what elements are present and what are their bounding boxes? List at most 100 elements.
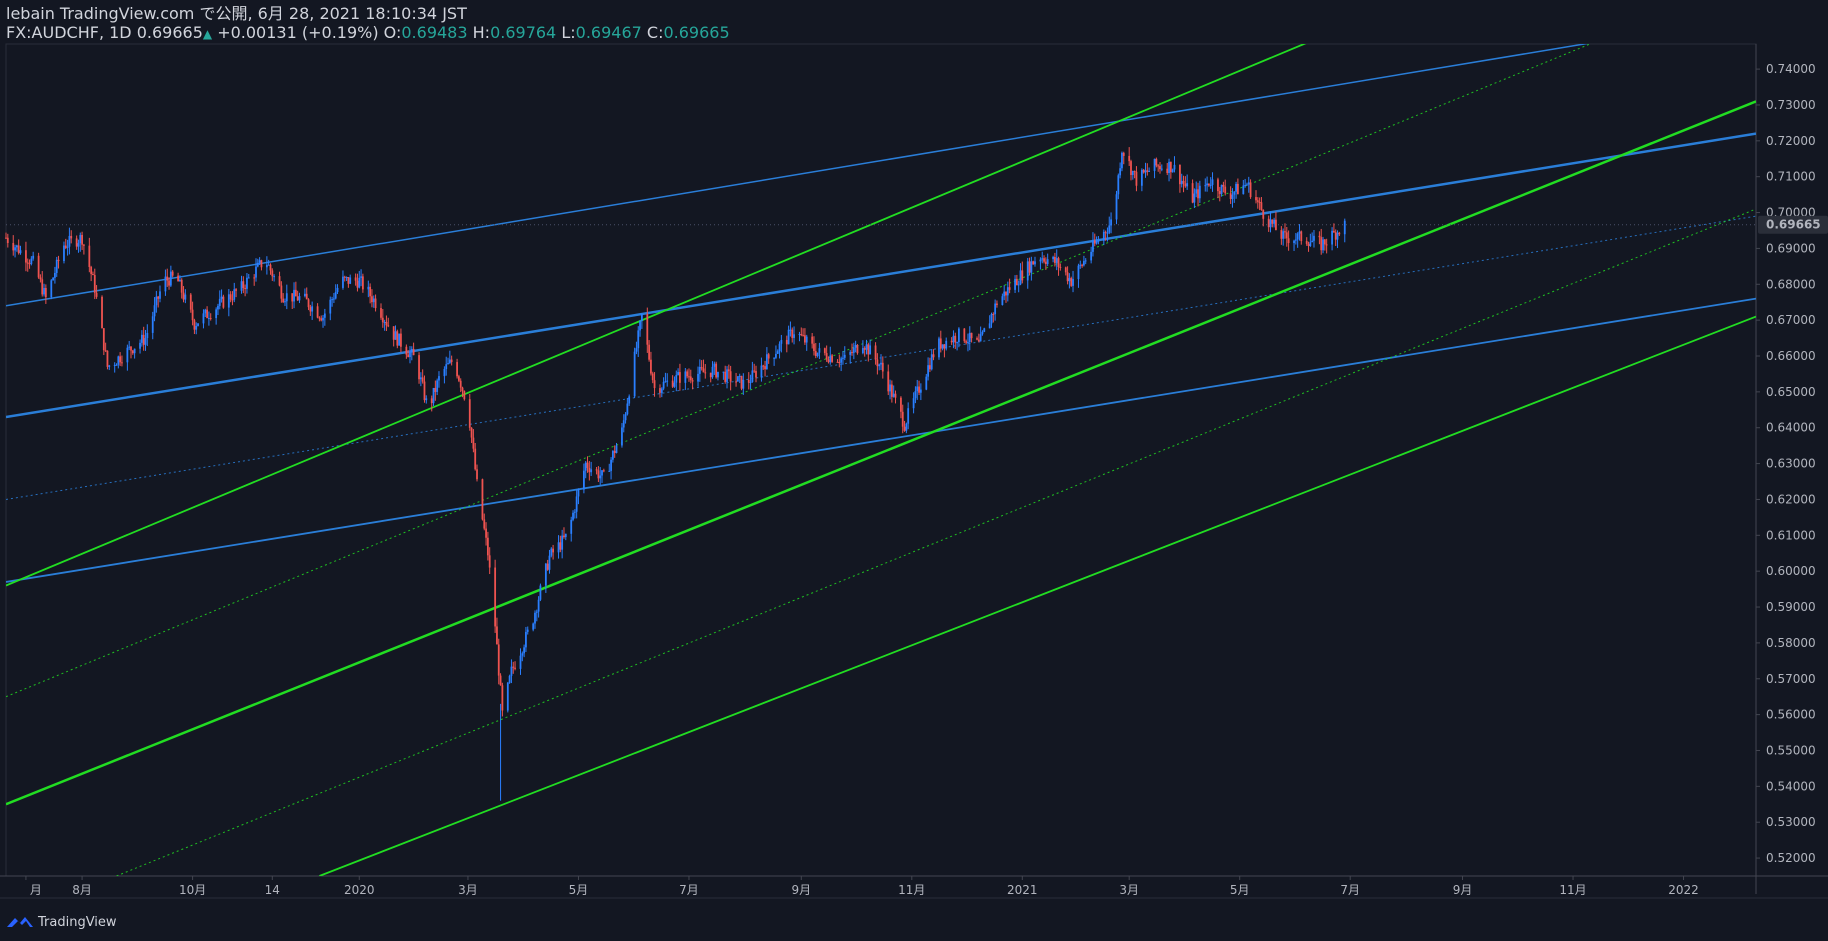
candle-207 [526, 626, 529, 635]
low-label: L: [561, 23, 576, 42]
candle-body [255, 266, 257, 278]
candle-body [1206, 183, 1208, 186]
candle-body [711, 366, 714, 378]
candle-body [44, 287, 47, 298]
candle-body [863, 348, 866, 350]
low-value: 0.69467 [575, 23, 642, 42]
candle-282 [717, 371, 719, 381]
candle-body [945, 340, 948, 349]
candle-78 [202, 309, 205, 329]
candle-body [180, 279, 183, 293]
candle-255 [650, 351, 652, 376]
candle-body [622, 420, 625, 428]
y-tick-label-2: 0.72000 [1766, 134, 1816, 148]
candle-body [749, 381, 752, 383]
candle-body [523, 647, 526, 654]
candle-453 [1153, 158, 1156, 179]
candle-body [704, 372, 707, 374]
candle-body [735, 381, 737, 383]
candle-441 [1121, 151, 1123, 172]
candle-410 [1043, 255, 1045, 264]
candle-417 [1059, 263, 1062, 271]
candle-body [956, 342, 958, 344]
candle-50 [130, 346, 132, 359]
candle-body [405, 346, 408, 355]
candle-460 [1169, 161, 1172, 179]
candle-body [1179, 164, 1181, 185]
x-tick-label-10: 2021 [1007, 883, 1038, 897]
time-axis[interactable]: 月 8月 10月 14 2020 3月 5月 7月 9月 11月 2021 3月 5月 7月 9月 11月 20… [25, 876, 1699, 897]
candle-186 [474, 442, 477, 471]
candle-330 [840, 356, 843, 372]
y-tick-label-5: 0.69000 [1766, 241, 1816, 255]
candle-79 [204, 308, 207, 317]
candle-body [81, 234, 83, 245]
candle-body [1318, 235, 1321, 238]
candle-body [1269, 219, 1272, 228]
candle-51 [131, 349, 134, 355]
candle-360 [916, 379, 919, 400]
candle-496 [1260, 197, 1263, 211]
candle-body [943, 344, 946, 349]
candle-212 [539, 583, 542, 602]
candle-body [354, 277, 357, 281]
candle-277 [704, 364, 707, 379]
candle-193 [494, 559, 497, 633]
candle-body [1236, 183, 1239, 195]
candle-body [780, 339, 783, 344]
candle-321 [816, 352, 819, 358]
candle-243 [621, 423, 623, 448]
candle-452 [1148, 167, 1151, 172]
candle-372 [945, 337, 948, 351]
candle-71 [182, 286, 185, 303]
candle-497 [1262, 209, 1265, 227]
candle-body [751, 370, 754, 382]
candle-37 [95, 285, 98, 299]
candle-251 [639, 319, 641, 337]
candle-body [1148, 170, 1151, 172]
price-axis[interactable]: 0.740000.730000.720000.710000.700000.690… [1756, 62, 1828, 865]
candle-135 [345, 276, 348, 281]
candle-151 [385, 315, 388, 331]
candle-458 [1166, 162, 1169, 176]
candle-145 [371, 289, 373, 308]
candle-body [575, 496, 578, 512]
candle-481 [1222, 181, 1225, 193]
candle-413 [1052, 255, 1055, 263]
candle-518 [1318, 231, 1321, 245]
candle-380 [967, 333, 969, 352]
candle-467 [1186, 174, 1189, 190]
candle-body [1106, 232, 1109, 234]
candle-body [563, 535, 565, 538]
candle-body [459, 380, 462, 388]
candle-body [514, 667, 516, 669]
candle-376 [956, 341, 958, 351]
candle-body [37, 255, 40, 278]
candle-476 [1209, 177, 1212, 189]
candle-156 [398, 333, 401, 346]
candle-17 [44, 284, 47, 304]
candle-body [736, 376, 739, 382]
candle-body [282, 298, 285, 303]
candle-body [852, 347, 855, 353]
candle-body [329, 299, 332, 314]
candle-36 [93, 268, 96, 300]
candle-128 [329, 296, 332, 321]
candle-76 [195, 322, 198, 335]
candle-body [1090, 251, 1093, 261]
candle-322 [818, 342, 821, 360]
candle-body [486, 537, 489, 556]
candle-32 [82, 243, 85, 255]
candle-body [1169, 161, 1172, 173]
candle-body [1323, 239, 1326, 245]
candle-295 [751, 361, 754, 383]
x-tick-label-1: 8月 [72, 883, 92, 897]
candle-body [651, 373, 654, 381]
candle-325 [827, 356, 830, 364]
candle-body [19, 250, 22, 254]
candle-body [597, 470, 600, 479]
candle-528 [1343, 218, 1346, 243]
candle-347 [881, 356, 884, 379]
candle-body [1153, 158, 1156, 171]
